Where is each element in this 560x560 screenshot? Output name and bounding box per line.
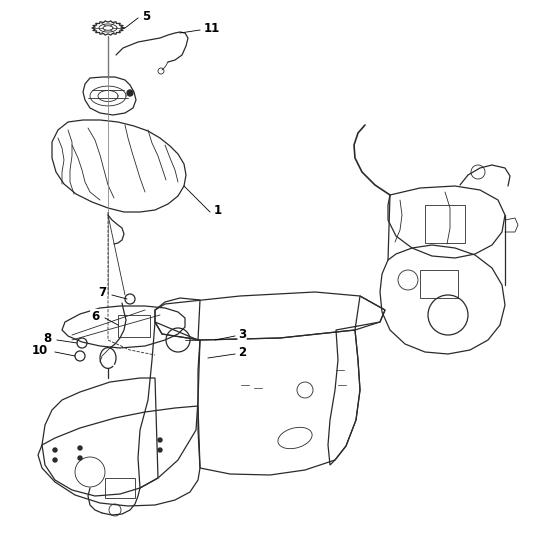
Circle shape: [127, 90, 133, 96]
Text: 8: 8: [43, 332, 51, 344]
Text: 10: 10: [32, 343, 48, 357]
Circle shape: [158, 448, 162, 452]
Circle shape: [53, 458, 57, 462]
Text: 6: 6: [91, 310, 99, 323]
Circle shape: [78, 456, 82, 460]
Circle shape: [78, 446, 82, 450]
Text: 7: 7: [98, 287, 106, 300]
Text: 5: 5: [142, 10, 150, 22]
Text: 3: 3: [238, 328, 246, 340]
Text: 11: 11: [204, 21, 220, 35]
Circle shape: [158, 438, 162, 442]
Text: 2: 2: [238, 346, 246, 358]
Circle shape: [53, 448, 57, 452]
Text: 1: 1: [214, 203, 222, 217]
